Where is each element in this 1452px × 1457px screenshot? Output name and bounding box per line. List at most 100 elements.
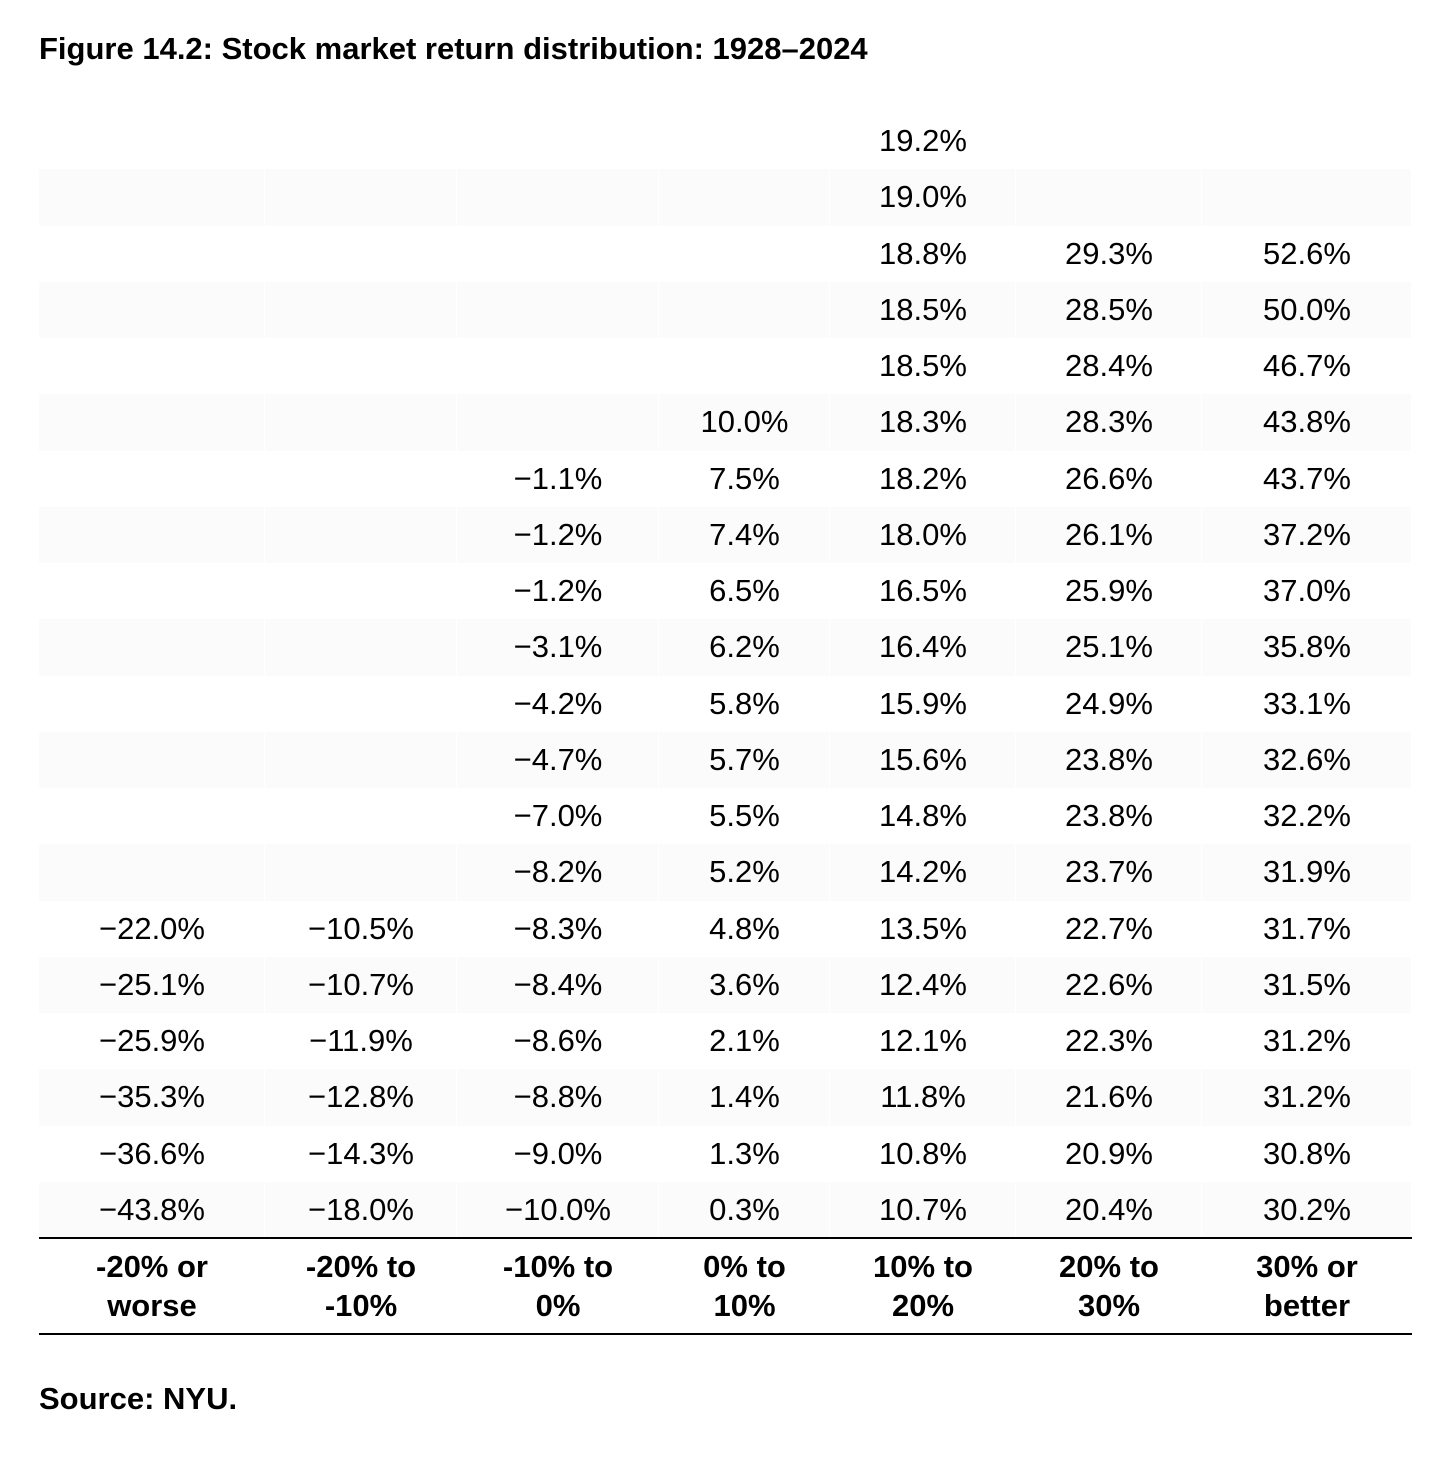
column-header: -20% to -10% (305, 1249, 417, 1323)
row-band (39, 1069, 1412, 1126)
value-cell: 19.2% (879, 123, 967, 158)
value-cell: 16.4% (879, 629, 967, 665)
value-cell: 24.9% (1065, 685, 1153, 721)
value-cell: 21.6% (1065, 1079, 1153, 1115)
value-cell: −9.0% (513, 1135, 603, 1171)
value-cell: 18.5% (879, 291, 967, 327)
value-cell: 4.8% (709, 910, 780, 946)
value-cell: −1.1% (513, 460, 603, 496)
value-cell: 37.0% (1263, 573, 1351, 608)
value-cell: 5.2% (709, 854, 780, 890)
value-cell: 15.6% (879, 741, 967, 777)
column-header: 20% to 30% (1059, 1249, 1159, 1323)
value-cell: 43.7% (1263, 460, 1351, 496)
value-cell: 6.5% (709, 573, 780, 608)
value-cell: 2.1% (709, 1023, 780, 1058)
value-cell: 3.6% (709, 966, 780, 1002)
value-cell: 5.5% (709, 798, 780, 833)
value-cell: 26.6% (1065, 460, 1153, 496)
row-band (39, 844, 1412, 901)
value-cell: 20.9% (1065, 1135, 1153, 1171)
value-cell: 30.8% (1263, 1135, 1351, 1171)
value-cell: 18.8% (879, 235, 967, 271)
value-cell: 1.3% (709, 1135, 780, 1171)
value-cell: 15.9% (879, 685, 967, 721)
value-cell: 12.1% (879, 1023, 967, 1058)
value-cell: −36.6% (98, 1135, 205, 1171)
value-cell: 52.6% (1263, 235, 1351, 271)
value-cell: 6.2% (709, 629, 780, 665)
value-cell: 31.5% (1263, 966, 1351, 1002)
value-cell: 46.7% (1263, 348, 1351, 383)
value-cell: 18.0% (879, 516, 967, 552)
value-cell: 23.7% (1065, 854, 1153, 890)
value-cell: 29.3% (1065, 235, 1153, 271)
value-cell: 43.8% (1263, 404, 1351, 440)
row-band (39, 394, 1412, 451)
value-cell: 25.1% (1065, 629, 1153, 665)
value-cell: 30.2% (1263, 1191, 1351, 1227)
value-cell: 22.7% (1065, 910, 1153, 946)
value-cell: 31.2% (1263, 1079, 1351, 1115)
value-cell: −25.9% (98, 1023, 205, 1058)
source-note: Source: NYU. (39, 1381, 238, 1416)
column-header: 30% or better (1256, 1249, 1358, 1323)
value-cell: 22.3% (1065, 1023, 1153, 1058)
value-cell: 20.4% (1065, 1191, 1153, 1227)
value-cell: 22.6% (1065, 966, 1153, 1002)
value-cell: 31.7% (1263, 910, 1351, 946)
value-cell: −43.8% (98, 1191, 205, 1227)
value-cell: −8.8% (513, 1079, 603, 1115)
value-cell: 10.7% (879, 1191, 967, 1227)
row-band (39, 506, 1412, 563)
value-cell: 18.2% (879, 460, 967, 496)
value-cell: −8.6% (513, 1023, 603, 1058)
value-cell: 31.2% (1263, 1023, 1351, 1058)
header-top-rule (39, 1237, 1412, 1239)
value-cell: 18.3% (879, 404, 967, 440)
value-cell: −1.2% (513, 573, 603, 608)
value-cell: 11.8% (880, 1079, 966, 1115)
value-cell: 23.8% (1065, 741, 1153, 777)
value-cell: 19.0% (879, 179, 967, 215)
value-cell: −11.9% (309, 1023, 413, 1058)
column-header: -20% or worse (96, 1249, 208, 1323)
value-cell: 32.6% (1263, 741, 1351, 777)
value-cell: 10.0% (700, 404, 789, 440)
value-cell: 37.2% (1263, 516, 1351, 552)
value-cell: 13.5% (879, 910, 967, 946)
value-cell: 16.5% (879, 573, 967, 608)
value-cell: 32.2% (1263, 798, 1351, 833)
value-cell: −10.5% (307, 910, 414, 946)
value-cell: 10.8% (879, 1135, 967, 1171)
value-cell: −12.8% (307, 1079, 414, 1115)
value-cell: −35.3% (98, 1079, 205, 1115)
value-cell: 18.5% (879, 348, 967, 383)
value-cell: −10.7% (307, 966, 414, 1002)
row-band (39, 619, 1412, 676)
value-cell: 7.5% (709, 460, 780, 496)
header-bottom-rule (39, 1333, 1412, 1335)
value-cell: 33.1% (1263, 685, 1351, 721)
value-cell: −4.2% (513, 685, 603, 721)
value-cell: 50.0% (1263, 291, 1351, 327)
value-cell: −10.0% (504, 1191, 611, 1227)
value-cell: 14.8% (879, 798, 967, 833)
row-band (39, 113, 1412, 169)
value-cell: 14.2% (879, 854, 967, 890)
value-cell: −3.1% (513, 629, 603, 665)
value-cell: 1.4% (709, 1079, 780, 1115)
value-cell: −4.7% (513, 741, 603, 777)
value-cell: −1.2% (513, 516, 603, 552)
value-cell: 7.4% (709, 516, 780, 552)
value-cell: 0.3% (709, 1191, 780, 1227)
value-cell: −14.3% (307, 1135, 414, 1171)
value-cell: 25.9% (1065, 573, 1153, 608)
column-header: -10% to 0% (502, 1249, 614, 1323)
value-cell: 5.7% (709, 741, 780, 777)
value-cell: −8.3% (513, 910, 603, 946)
column-header: 10% to 20% (873, 1249, 973, 1323)
value-cell: 12.4% (879, 966, 967, 1002)
value-cell: −18.0% (307, 1191, 414, 1227)
value-cell: 28.4% (1065, 348, 1153, 383)
